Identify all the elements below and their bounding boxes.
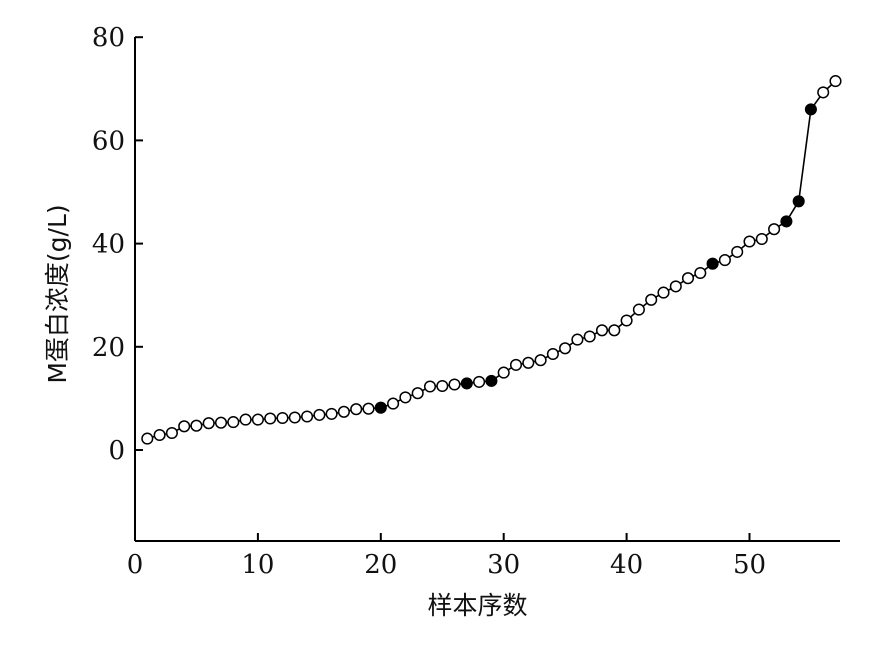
- x-ticks: 0 10 20 30 40 50: [127, 533, 766, 580]
- data-point-open: [251, 413, 264, 426]
- data-point-open: [202, 417, 215, 430]
- x-tick-label: 20: [364, 550, 397, 580]
- data-point-open: [497, 366, 510, 379]
- data-point-open: [731, 245, 744, 258]
- data-point-open: [694, 266, 707, 280]
- y-tick-label: 80: [92, 23, 125, 53]
- data-points: [141, 75, 842, 445]
- data-point-open: [276, 411, 289, 425]
- data-point-open: [264, 412, 277, 425]
- data-point-open: [411, 387, 424, 400]
- data-point-open: [337, 405, 350, 418]
- data-point-open: [227, 416, 240, 429]
- data-point-open: [350, 403, 363, 416]
- x-tick-label: 10: [241, 550, 274, 580]
- data-point-open: [214, 416, 228, 429]
- data-point-filled: [460, 377, 473, 390]
- data-point-open: [165, 426, 178, 440]
- data-point-open: [153, 428, 166, 442]
- data-point-open: [608, 324, 621, 337]
- data-point-open: [657, 286, 670, 299]
- data-point-filled: [374, 401, 387, 414]
- x-tick-label: 40: [610, 550, 643, 580]
- data-point-filled: [706, 257, 719, 270]
- data-point-open: [239, 413, 252, 426]
- data-point-open: [190, 419, 203, 432]
- data-point-filled: [792, 195, 805, 208]
- data-point-open: [755, 232, 768, 246]
- data-point-open: [681, 272, 695, 285]
- y-axis-title: M蛋白浓度(g/L): [43, 204, 72, 383]
- data-point-open: [571, 333, 584, 346]
- data-point-open: [546, 347, 559, 361]
- data-point-open: [313, 408, 326, 421]
- y-tick-label: 40: [92, 230, 125, 260]
- plot-area: 0 10 20 30 40 50 0 20 40 60 80: [92, 23, 842, 580]
- data-point-open: [817, 86, 830, 99]
- y-tick-label: 20: [92, 333, 125, 363]
- data-point-open: [423, 380, 437, 393]
- data-point-open: [399, 391, 412, 404]
- y-ticks: 0 20 40 60 80: [92, 23, 143, 466]
- data-point-open: [718, 254, 731, 267]
- data-point-open: [448, 378, 461, 391]
- x-tick-label: 30: [487, 550, 520, 580]
- data-point-open: [473, 375, 486, 388]
- data-point-open: [288, 411, 301, 424]
- data-point-open: [509, 358, 523, 371]
- data-point-open: [362, 402, 375, 415]
- data-point-open: [829, 75, 842, 88]
- y-tick-label: 60: [92, 126, 125, 156]
- x-tick-label: 0: [127, 550, 144, 580]
- data-point-filled: [485, 374, 498, 387]
- x-axis-title: 样本序数: [427, 591, 527, 620]
- data-point-filled: [804, 103, 817, 116]
- data-point-open: [301, 410, 314, 423]
- data-point-open: [632, 303, 645, 316]
- data-point-open: [620, 314, 633, 327]
- data-point-open: [583, 330, 596, 343]
- data-point-filled: [780, 215, 793, 228]
- data-point-open: [522, 356, 535, 369]
- data-point-open: [141, 432, 154, 445]
- data-point-open: [669, 280, 682, 293]
- data-point-open: [743, 235, 756, 248]
- data-point-open: [178, 420, 191, 433]
- data-point-open: [768, 223, 781, 236]
- data-point-open: [559, 342, 572, 355]
- data-point-open: [387, 397, 400, 410]
- data-point-open: [645, 293, 658, 306]
- data-point-open: [595, 324, 609, 337]
- data-point-open: [325, 407, 338, 420]
- x-tick-label: 50: [733, 550, 766, 580]
- data-point-open: [436, 379, 449, 393]
- y-tick-label: 0: [108, 436, 125, 466]
- data-point-open: [534, 354, 547, 367]
